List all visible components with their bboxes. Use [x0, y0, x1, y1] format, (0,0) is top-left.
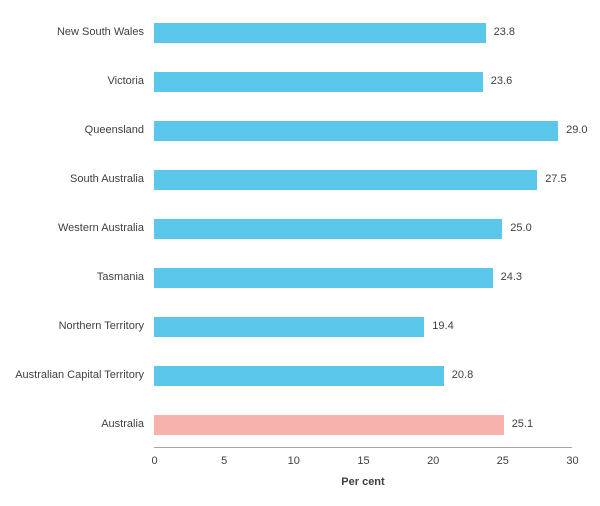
chart-row: New South Wales 23.8 — [0, 8, 600, 57]
x-axis-tick-label: 20 — [427, 455, 440, 467]
value-label: 23.6 — [490, 75, 513, 87]
value-label: 24.3 — [500, 271, 523, 283]
bar — [154, 22, 486, 43]
category-label: Western Australia — [57, 222, 144, 234]
chart-row: Australian Capital Territory 20.8 — [0, 351, 600, 400]
category-label: Tasmania — [96, 271, 144, 283]
bar — [154, 267, 493, 288]
x-axis-title: Per cent — [341, 476, 385, 488]
chart-row: Northern Territory 19.4 — [0, 302, 600, 351]
bar — [154, 71, 483, 92]
value-label: 27.5 — [545, 173, 567, 185]
x-axis-tick-label: 10 — [287, 455, 300, 467]
chart-row: South Australia 27.5 — [0, 155, 600, 204]
category-label: Queensland — [84, 124, 144, 136]
x-axis-tick-label: 25 — [496, 455, 509, 467]
chart-row: Queensland 29.0 — [0, 106, 600, 155]
bar — [154, 120, 559, 141]
value-label: 25.1 — [511, 418, 534, 430]
bar — [154, 169, 538, 190]
category-label: Australian Capital Territory — [15, 369, 144, 381]
x-axis-tick-label: 30 — [566, 455, 579, 467]
bar — [154, 414, 504, 435]
category-label: Victoria — [107, 75, 144, 87]
category-label: Northern Territory — [58, 320, 144, 332]
category-label: South Australia — [70, 173, 144, 185]
chart-row: Western Australia 25.0 — [0, 204, 600, 253]
bar — [154, 316, 425, 337]
x-axis-line — [154, 447, 572, 448]
chart-row: Australia 25.1 — [0, 400, 600, 449]
bar — [154, 365, 444, 386]
category-label: New South Wales — [56, 26, 144, 38]
value-label: 19.4 — [432, 320, 454, 332]
category-label: Australia — [101, 418, 144, 430]
x-axis-tick-label: 5 — [221, 455, 228, 467]
value-label: 20.8 — [451, 369, 474, 381]
bar — [154, 218, 503, 239]
chart-rows: New South Wales 23.8 Victoria 23.6 Queenslan… — [0, 8, 600, 449]
value-label: 29.0 — [566, 124, 588, 136]
value-label: 25.0 — [510, 222, 532, 234]
x-axis-tick-label: 0 — [151, 455, 158, 467]
chart-row: Victoria 23.6 — [0, 57, 600, 106]
value-label: 23.8 — [493, 26, 516, 38]
x-axis-tick-label: 15 — [357, 455, 370, 467]
chart-row: Tasmania 24.3 — [0, 253, 600, 302]
